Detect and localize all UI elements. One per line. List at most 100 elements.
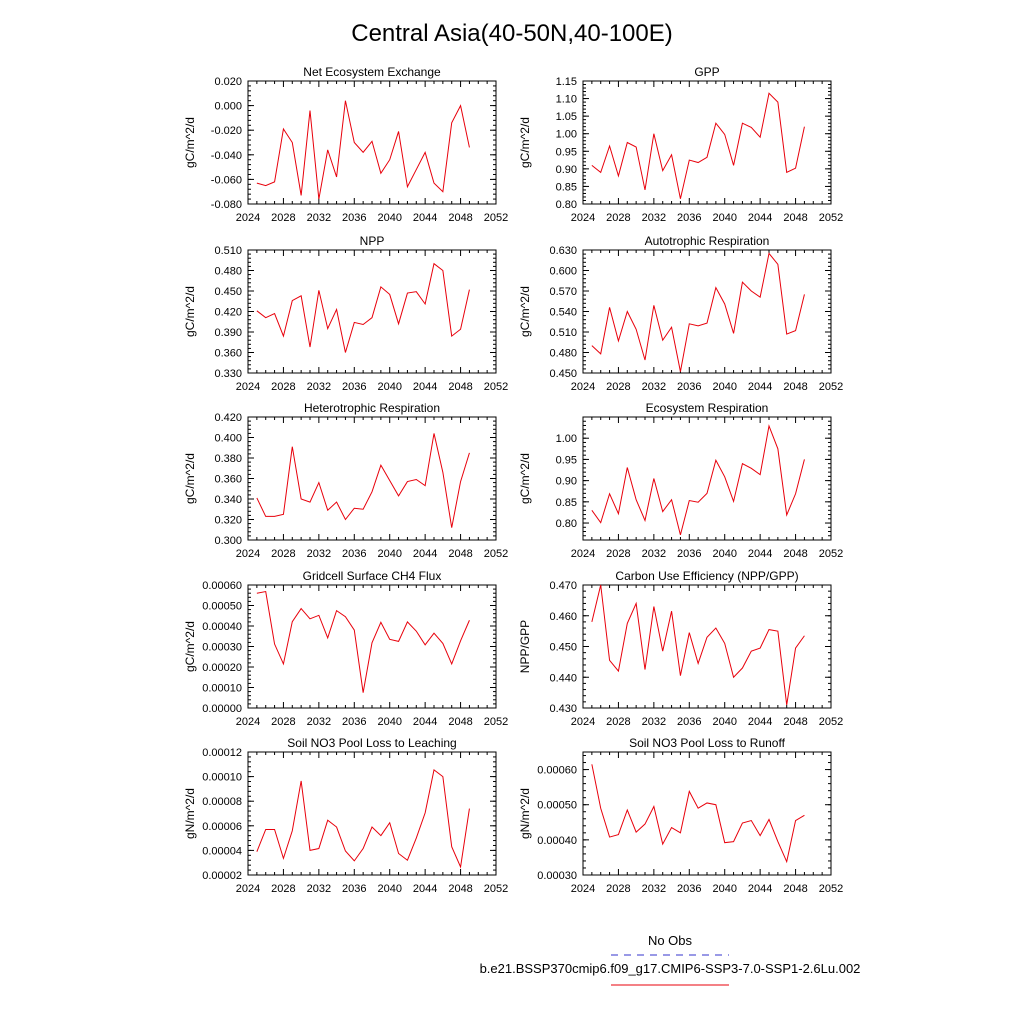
y-tick-label: 0.450 — [549, 642, 577, 654]
panel-title: Gridcell Surface CH4 Flux — [303, 569, 442, 583]
x-tick-label: 2036 — [342, 548, 366, 560]
chart-panel: Soil NO3 Pool Loss to Runoff 2024 2028 2032… — [518, 736, 843, 895]
y-tick-label: 0.360 — [214, 474, 242, 486]
y-axis-label: gC/m^2/d — [518, 286, 532, 337]
y-tick-label: 1.00 — [556, 433, 577, 445]
chart-panel: Heterotrophic Respiration 2024 2028 2032 203… — [183, 401, 508, 560]
y-tick-label: 1.00 — [556, 129, 577, 141]
x-tick-label: 2028 — [606, 212, 630, 224]
y-tick-label: 0.85 — [556, 497, 577, 509]
y-tick-label: 0.00012 — [202, 747, 242, 759]
x-tick-label: 2044 — [748, 212, 772, 224]
x-tick-label: 2040 — [377, 716, 401, 728]
panel-title: Net Ecosystem Exchange — [303, 65, 441, 79]
series-line — [591, 92, 805, 199]
x-tick-label: 2052 — [484, 381, 508, 393]
x-tick-label: 2048 — [448, 548, 472, 560]
y-axis-label: NPP/GPP — [518, 620, 532, 673]
y-tick-label: 0.450 — [549, 368, 577, 380]
series-line — [256, 433, 470, 528]
x-tick-label: 2048 — [783, 212, 807, 224]
x-tick-label: 2048 — [783, 883, 807, 895]
x-tick-label: 2036 — [342, 381, 366, 393]
x-tick-label: 2024 — [571, 381, 595, 393]
x-tick-label: 2044 — [748, 548, 772, 560]
x-tick-label: 2032 — [642, 883, 666, 895]
y-tick-label: 0.00010 — [202, 772, 242, 784]
y-tick-label: 0.00050 — [537, 800, 577, 812]
y-tick-label: -0.040 — [211, 150, 242, 162]
y-tick-label: -0.020 — [211, 125, 242, 137]
series-line — [591, 584, 805, 705]
x-tick-label: 2048 — [783, 548, 807, 560]
x-tick-label: 2040 — [712, 381, 736, 393]
panel-title: Carbon Use Efficiency (NPP/GPP) — [615, 569, 798, 583]
y-tick-label: 1.10 — [556, 94, 577, 106]
y-tick-label: 0.00030 — [202, 642, 242, 654]
y-tick-label: -0.080 — [211, 199, 242, 211]
panel-title: Soil NO3 Pool Loss to Runoff — [629, 736, 786, 750]
y-tick-label: 0.00006 — [202, 821, 242, 833]
x-tick-label: 2036 — [677, 883, 701, 895]
x-tick-label: 2052 — [819, 212, 843, 224]
x-tick-label: 2032 — [307, 548, 331, 560]
y-tick-label: 0.480 — [549, 348, 577, 360]
chart-panel: Carbon Use Efficiency (NPP/GPP) 2024 2028 2… — [518, 569, 843, 728]
x-tick-label: 2024 — [236, 381, 260, 393]
y-tick-label: 0.330 — [214, 368, 242, 380]
x-tick-label: 2048 — [448, 212, 472, 224]
x-tick-label: 2036 — [342, 716, 366, 728]
x-tick-label: 2040 — [712, 548, 736, 560]
legend: No Obs b.e21.BSSP370cmip6.f09_g17.CMIP6-… — [480, 933, 860, 986]
y-axis-label: gC/m^2/d — [183, 621, 197, 672]
series-line — [256, 768, 470, 869]
x-tick-label: 2052 — [819, 716, 843, 728]
plot-frame — [582, 416, 832, 541]
y-tick-label: 0.00040 — [202, 621, 242, 633]
y-tick-label: 0.510 — [214, 245, 242, 257]
x-tick-label: 2044 — [748, 381, 772, 393]
y-axis-label: gC/m^2/d — [183, 117, 197, 168]
x-tick-label: 2024 — [571, 548, 595, 560]
y-tick-label: 0.430 — [549, 703, 577, 715]
x-tick-label: 2028 — [271, 212, 295, 224]
y-tick-label: 1.15 — [556, 76, 577, 88]
y-tick-label: 0.00060 — [537, 765, 577, 777]
x-tick-label: 2036 — [342, 883, 366, 895]
y-axis-label: gN/m^2/d — [518, 788, 532, 839]
x-tick-label: 2052 — [484, 883, 508, 895]
x-tick-label: 2040 — [377, 381, 401, 393]
panel-title: Ecosystem Respiration — [646, 401, 769, 415]
y-tick-label: 0.90 — [556, 164, 577, 176]
x-tick-label: 2048 — [783, 381, 807, 393]
x-tick-label: 2028 — [606, 883, 630, 895]
x-tick-label: 2024 — [236, 883, 260, 895]
panel-title: Heterotrophic Respiration — [304, 401, 440, 415]
y-tick-label: 0.510 — [549, 327, 577, 339]
y-tick-label: 0.00020 — [202, 662, 242, 674]
chart-panel: GPP 2024 2028 2032 2036 2040 2044 2048 2052 0.80 0… — [518, 65, 843, 224]
x-tick-label: 2048 — [448, 716, 472, 728]
y-tick-label: 0.90 — [556, 476, 577, 488]
y-tick-label: 0.420 — [214, 307, 242, 319]
x-tick-label: 2032 — [307, 716, 331, 728]
y-tick-label: 0.400 — [214, 433, 242, 445]
y-tick-label: 0.00040 — [537, 835, 577, 847]
panel-title: Soil NO3 Pool Loss to Leaching — [287, 736, 456, 750]
x-tick-label: 2052 — [484, 212, 508, 224]
series-line — [591, 764, 805, 864]
x-tick-label: 2028 — [606, 381, 630, 393]
series-line — [591, 424, 805, 536]
x-tick-label: 2036 — [677, 212, 701, 224]
x-tick-label: 2048 — [783, 716, 807, 728]
y-tick-label: 0.460 — [549, 611, 577, 623]
y-tick-label: 0.360 — [214, 348, 242, 360]
y-tick-label: 0.00004 — [202, 845, 242, 857]
x-tick-label: 2028 — [606, 548, 630, 560]
y-tick-label: 0.300 — [214, 535, 242, 547]
x-tick-label: 2044 — [413, 548, 437, 560]
y-tick-label: 0.390 — [214, 327, 242, 339]
y-tick-label: 0.00030 — [537, 870, 577, 882]
x-tick-label: 2024 — [571, 883, 595, 895]
y-tick-label: 0.420 — [214, 412, 242, 424]
